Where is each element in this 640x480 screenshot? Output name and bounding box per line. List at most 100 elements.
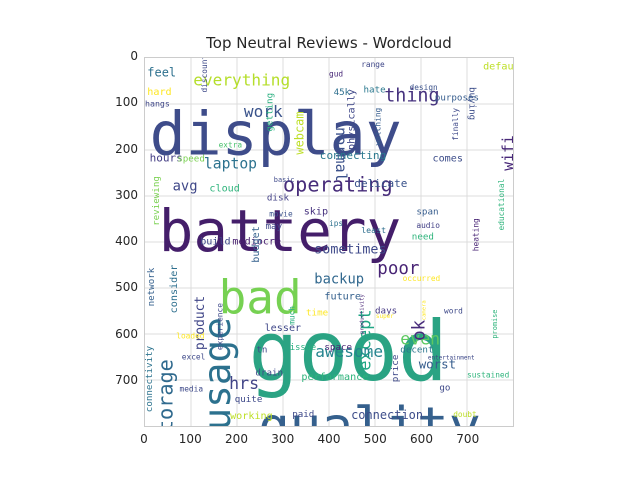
word-experience: experience — [215, 303, 224, 350]
word-design: design — [410, 83, 439, 92]
word-physically: physically — [346, 89, 357, 150]
word-even: even — [400, 330, 440, 349]
y-tick-label: 0 — [130, 49, 138, 63]
word-movie: movie — [269, 210, 293, 219]
word-gud: gud — [329, 69, 343, 78]
y-tick-label: 300 — [115, 187, 138, 202]
word-bad: bad — [219, 270, 302, 324]
y-tick-label: 400 — [115, 234, 138, 248]
word-tn: tn — [256, 344, 267, 355]
word-extra: extra — [219, 141, 243, 150]
word-productivity: productivity — [360, 293, 366, 334]
x-tick-label: 100 — [178, 432, 202, 446]
word-everything: everything — [193, 71, 290, 90]
word-basic: basic — [274, 176, 295, 184]
word-backup: backup — [314, 271, 364, 287]
word-discount: discount — [200, 58, 209, 93]
chart-title: Top Neutral Reviews - Wordcloud — [206, 34, 452, 52]
word-usage: usage — [195, 317, 239, 426]
word-media: media — [180, 385, 204, 394]
x-tick-label: 500 — [363, 432, 387, 446]
word-audio: audio — [416, 221, 440, 230]
word-normal: normal — [332, 127, 350, 182]
word-connectivity: connectivity — [145, 345, 155, 412]
word-future: future — [324, 292, 361, 303]
word-sometimes: sometimes — [314, 243, 386, 258]
word-heating: heating — [472, 218, 481, 251]
word-issue: issue — [290, 343, 316, 353]
word-except: except — [355, 309, 375, 370]
word-least: least — [361, 225, 386, 235]
word-hard: hard — [147, 87, 171, 98]
word-range: range — [361, 60, 385, 69]
x-tick-label: 600 — [410, 432, 433, 446]
word-operating: operating — [283, 172, 393, 196]
word-paid: paid — [292, 409, 314, 420]
word-educational: educational — [497, 179, 506, 231]
word-disk: disk — [267, 193, 290, 204]
word-connection: connection — [351, 408, 423, 422]
word-occurred: occurred — [403, 274, 441, 283]
word-space: space — [324, 342, 352, 353]
word-time: time — [306, 308, 328, 319]
word-word: word — [444, 306, 463, 315]
word-span: span — [416, 206, 438, 217]
word-thing: thing — [384, 86, 439, 107]
word-display: display — [150, 100, 402, 170]
x-tick-label: 200 — [225, 432, 248, 446]
word-default: default — [483, 62, 513, 73]
word-hate: hate — [364, 85, 386, 96]
x-tick-label: 700 — [456, 432, 480, 446]
word-working: working — [230, 411, 273, 422]
word-avg: avg — [173, 178, 198, 194]
y-tick-label: 500 — [115, 280, 138, 295]
word-delicate: delicate — [354, 177, 407, 190]
x-tick-label: 300 — [271, 432, 295, 446]
word-mediocre: mediocre — [232, 236, 281, 247]
word-performance: performance — [301, 372, 368, 383]
x-tick-label: 0 — [140, 432, 148, 446]
word-ok: ok — [410, 319, 430, 341]
word-laptop: laptop — [204, 155, 257, 172]
word-price: price — [390, 355, 401, 383]
word-awesome: awesome — [315, 342, 383, 361]
word-doubt: doubt — [453, 410, 477, 419]
y-tick-label: 100 — [115, 95, 138, 110]
word-quality: quality — [258, 396, 481, 426]
word-sustained: sustained — [467, 371, 509, 380]
word-feel: feel — [147, 65, 176, 79]
y-tick-label: 600 — [115, 326, 138, 341]
word-watching: watching — [374, 108, 383, 146]
word-getting: getting — [264, 93, 275, 132]
word-worst: worst — [419, 357, 456, 372]
word-battery: battery — [159, 198, 401, 265]
word-loaded: loaded — [176, 332, 204, 341]
word-storage: storage — [154, 359, 178, 426]
word-45k: 45k — [334, 87, 351, 98]
word-wifi: wifi — [500, 135, 513, 170]
word-connecting: connecting — [320, 149, 386, 162]
word-camera: camera — [422, 300, 428, 320]
word-purposes: purposes — [435, 92, 479, 103]
word-lesser: lesser — [265, 323, 302, 334]
word-cloud: cloud — [209, 183, 239, 194]
word-buying: buying — [466, 87, 477, 120]
word-go: go — [439, 383, 450, 394]
word-reviewing: reviewing — [151, 176, 162, 226]
word-entertainment: entertainment — [428, 354, 475, 361]
word-need: need — [412, 232, 434, 243]
word-promise: promise — [491, 310, 499, 339]
word-super: super — [376, 313, 394, 320]
word-finally: finally — [451, 108, 460, 141]
word-build: build — [200, 236, 230, 247]
word-hours: hours — [150, 152, 183, 165]
word-webcam: webcam — [293, 111, 307, 154]
word-hrs: hrs — [229, 374, 259, 393]
word-much: much — [288, 306, 297, 325]
word-good: good — [249, 303, 448, 400]
word-quite: quite — [235, 394, 263, 405]
word-drain: drain — [255, 367, 283, 378]
